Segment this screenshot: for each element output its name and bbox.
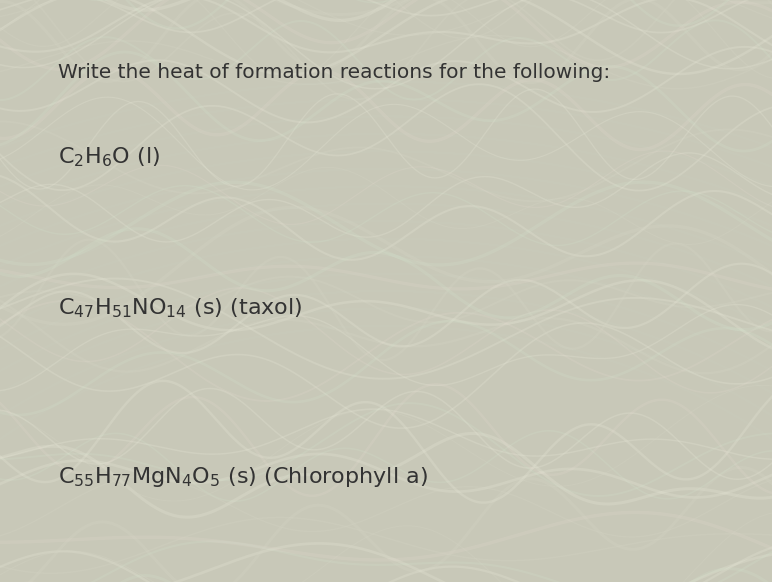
Text: $\mathrm{C_{47}H_{51}NO_{14}\ (s)\ (taxol)}$: $\mathrm{C_{47}H_{51}NO_{14}\ (s)\ (taxo…	[58, 296, 303, 320]
Text: $\mathrm{C_2H_6O\ (l)}$: $\mathrm{C_2H_6O\ (l)}$	[58, 145, 160, 169]
Text: $\mathrm{C_{55}H_{77}MgN_4O_5\ (s)\ (Chlorophyll\ a)}$: $\mathrm{C_{55}H_{77}MgN_4O_5\ (s)\ (Chl…	[58, 465, 428, 489]
Text: Write the heat of formation reactions for the following:: Write the heat of formation reactions fo…	[58, 63, 610, 82]
